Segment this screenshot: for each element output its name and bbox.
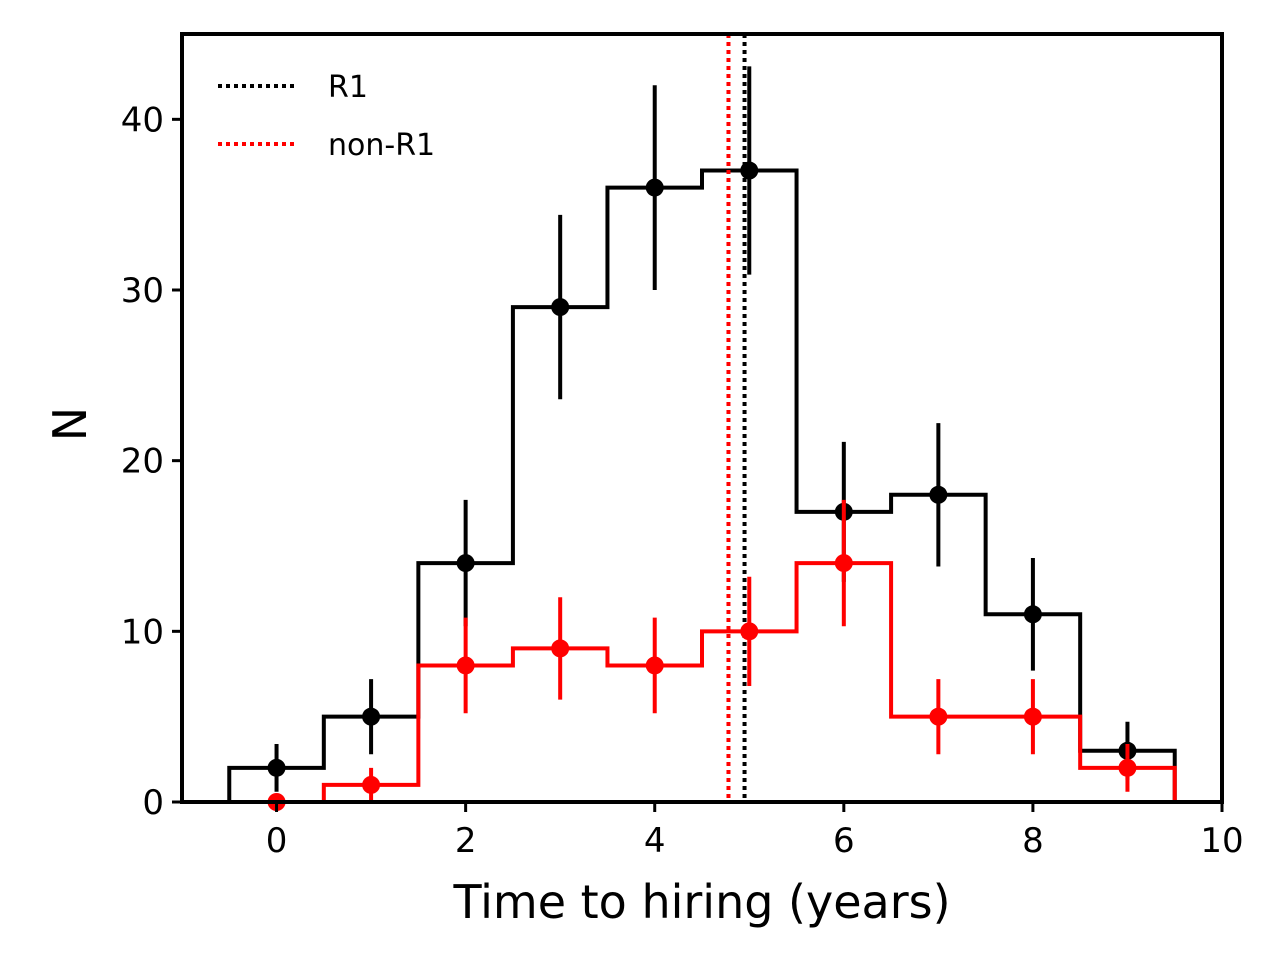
y-axis-title: N [43,407,97,441]
step-outline-non-r1 [321,561,1177,802]
x-tick-label: 8 [1022,821,1044,861]
data-point-r1 [551,298,570,317]
legend-label-r1: R1 [328,70,368,105]
y-tick-label: 20 [121,442,164,482]
data-point-non-r1 [456,656,475,675]
data-point-non-r1 [1118,758,1137,777]
data-point-r1 [645,178,664,197]
x-tick-label: 6 [833,821,855,861]
data-point-r1 [267,758,286,777]
x-axis: 0 2 4 6 8 10 [266,802,1244,861]
x-tick-label: 0 [266,821,288,861]
data-point-non-r1 [645,656,664,675]
y-tick-label: 40 [121,100,164,140]
x-axis-title: Time to hiring (years) [452,875,950,929]
legend-label-non-r1: non-R1 [328,128,435,163]
data-point-r1 [740,161,759,180]
data-point-non-r1 [362,775,381,794]
data-point-non-r1 [740,622,759,641]
x-tick-label: 4 [644,821,666,861]
data-point-r1 [1023,605,1042,624]
data-point-r1 [362,707,381,726]
y-axis: 0 10 20 30 40 [121,100,182,823]
y-tick-label: 30 [121,271,164,311]
x-tick-label: 10 [1200,821,1243,861]
data-point-r1 [456,554,475,573]
y-tick-label: 10 [121,612,164,652]
x-tick-label: 2 [455,821,477,861]
legend: R1 non-R1 [218,70,435,163]
plot-area [227,34,1177,811]
data-point-non-r1 [834,554,853,573]
axes-frame [180,32,1224,804]
y-tick-label: 0 [142,783,164,823]
data-point-r1 [929,485,948,504]
data-point-non-r1 [1023,707,1042,726]
data-point-non-r1 [551,639,570,658]
data-point-non-r1 [929,707,948,726]
